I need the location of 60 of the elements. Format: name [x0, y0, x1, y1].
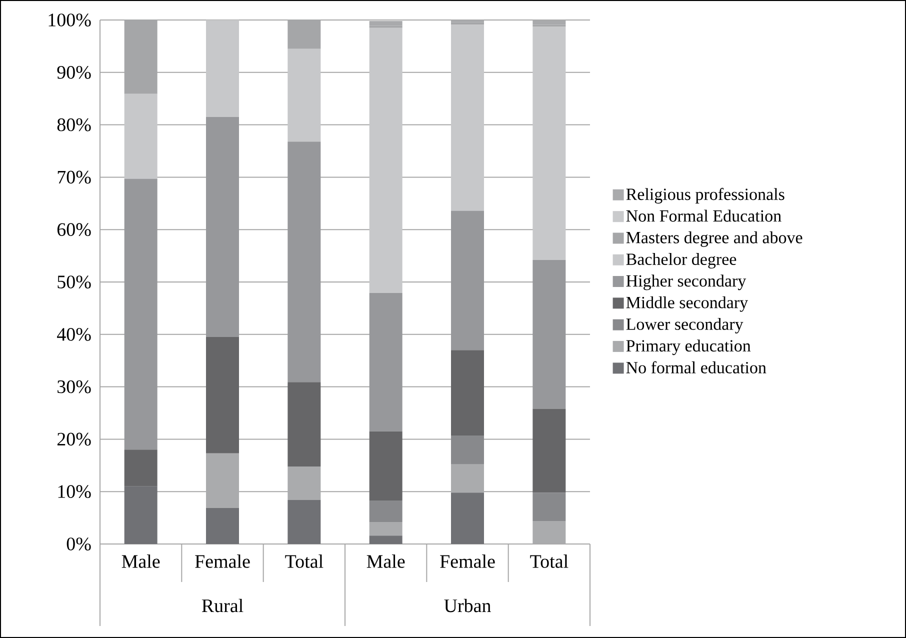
- y-tick-label: 40%: [57, 328, 91, 341]
- bar: [369, 500, 402, 522]
- text: Rural: [202, 598, 244, 612]
- bar: [206, 116, 239, 338]
- legend-label: Higher secondary: [626, 274, 746, 290]
- text: Urban: [444, 598, 491, 612]
- bar: [369, 28, 402, 294]
- y-tick-label: 0%: [66, 538, 91, 550]
- bar: [532, 520, 566, 544]
- y-tick-label: 60%: [57, 223, 91, 236]
- bar: [451, 464, 484, 493]
- bar: [451, 210, 484, 350]
- bar: [369, 431, 402, 501]
- x-tick-label: Total: [285, 554, 324, 568]
- bar: [451, 350, 484, 436]
- x-tick-label: Female: [440, 554, 495, 568]
- bar: [206, 337, 239, 454]
- bar: [451, 24, 484, 211]
- bar: [451, 436, 484, 464]
- x-tick-label: Male: [122, 554, 160, 568]
- bar: [288, 142, 321, 382]
- bar: [288, 382, 321, 466]
- bar: [369, 522, 402, 536]
- legend-label: Middle secondary: [626, 296, 748, 312]
- bar: [288, 500, 321, 544]
- bar: [124, 94, 158, 179]
- x-tick-label: Female: [195, 554, 250, 568]
- bar: [369, 293, 402, 432]
- x-tick-label: Male: [366, 554, 405, 568]
- y-tick-label: 20%: [57, 432, 91, 446]
- bar: [124, 486, 158, 544]
- bar: [451, 22, 484, 25]
- legend-label: Bachelor degree: [626, 253, 736, 268]
- bar: [206, 508, 239, 544]
- bar: [451, 492, 484, 544]
- bar: [288, 48, 321, 142]
- bar: [532, 260, 566, 409]
- bar: [124, 178, 158, 450]
- y-tick-label: 70%: [58, 170, 91, 184]
- y-tick-label: 90%: [57, 66, 91, 79]
- legend-label: Primary education: [626, 340, 751, 356]
- bar: [532, 492, 566, 521]
- bar: [206, 20, 239, 117]
- bar: [288, 466, 321, 500]
- y-tick-label: 30%: [58, 380, 91, 394]
- bar: [206, 453, 239, 508]
- y-tick-label: 100%: [48, 14, 91, 26]
- bar: [532, 26, 566, 260]
- legend-label: Religious professionals: [626, 188, 784, 204]
- y-tick-label: 50%: [58, 276, 91, 288]
- x-tick-label: Total: [530, 554, 568, 568]
- y-tick-label: 10%: [58, 485, 91, 498]
- y-tick-label: 80%: [57, 118, 91, 132]
- bar: [124, 450, 158, 486]
- legend-label: Non Formal Education: [626, 210, 782, 222]
- bar: [369, 536, 402, 544]
- legend-label: No formal education: [626, 361, 766, 374]
- legend-label: Masters degree and above: [626, 231, 802, 247]
- bar: [532, 408, 566, 493]
- legend-label: Lower secondary: [626, 318, 744, 334]
